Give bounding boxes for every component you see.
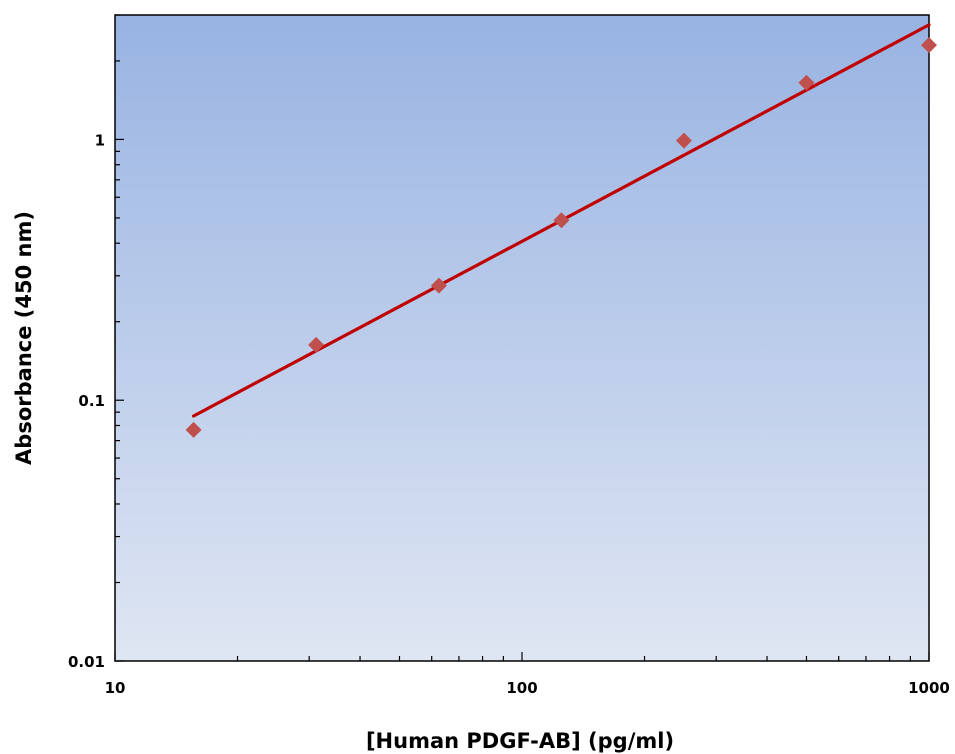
- axis-ticks: [114, 14, 930, 662]
- data-points: [185, 37, 937, 438]
- y-tick-label: 0.1: [78, 392, 105, 410]
- x-axis-title: [Human PDGF-AB] (pg/ml): [366, 729, 674, 753]
- x-tick-label: 10: [105, 679, 126, 697]
- plot-area: [114, 14, 930, 662]
- data-point-marker: [430, 277, 447, 294]
- data-point-marker: [675, 132, 692, 149]
- y-axis-title: Absorbance (450 nm): [12, 211, 36, 465]
- y-tick-label: 0.01: [68, 653, 105, 671]
- tick-labels: 10 100 1000 0.01 0.1 1: [68, 131, 950, 697]
- data-point-marker: [921, 37, 937, 54]
- y-tick-label: 1: [95, 131, 105, 149]
- data-point-marker: [185, 421, 202, 438]
- data-point-marker: [798, 74, 815, 91]
- x-tick-label: 1000: [908, 679, 950, 697]
- x-tick-label: 100: [506, 679, 537, 697]
- data-point-marker: [308, 336, 325, 353]
- data-point-marker: [553, 212, 570, 229]
